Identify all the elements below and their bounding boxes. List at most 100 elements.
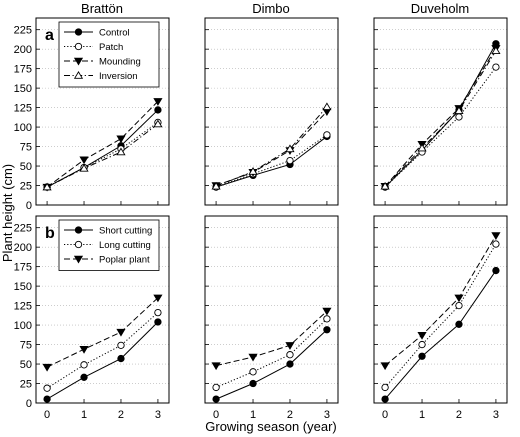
data-point-mounding [153, 98, 163, 106]
data-point-short-cutting [286, 360, 294, 368]
data-point-long-cutting [323, 315, 331, 323]
y-tick-label: 100 [14, 122, 32, 134]
data-point-inversion [211, 181, 221, 190]
x-tick-label: 1 [81, 409, 87, 421]
y-tick-label: 75 [20, 142, 32, 154]
series-line-poplar-plant [215, 310, 328, 367]
legend-marker [74, 240, 83, 249]
legend-marker [73, 57, 84, 66]
y-tick-label: 200 [14, 44, 32, 56]
x-tick-label: 2 [456, 409, 462, 421]
series-line-long-cutting [215, 318, 328, 388]
data-point-inversion [491, 46, 501, 54]
data-point-long-cutting [80, 361, 88, 369]
y-tick-label: 125 [14, 103, 32, 115]
x-tick-label: 3 [155, 409, 161, 421]
data-point-poplar-plant [79, 345, 89, 354]
x-tick-label: 3 [493, 409, 499, 421]
data-point-short-cutting [212, 395, 220, 403]
data-point-mounding [116, 135, 126, 144]
data-point-poplar-plant [454, 294, 464, 303]
data-point-inversion [380, 181, 390, 190]
series-line-patch [215, 134, 328, 188]
legend-marker [73, 255, 84, 264]
y-tick-label: 75 [20, 340, 32, 352]
data-point-patch [323, 131, 331, 139]
panel-b-duveholm: 0 1 2 3 [373, 215, 508, 421]
series-line-inversion [46, 123, 159, 188]
panel-b-dimbo: 0 1 2 3 [204, 215, 339, 421]
legend: Control Patch Mounding Inversion [58, 21, 160, 88]
y-tick-label: 0 [26, 398, 32, 410]
y-tick-label: 225 [14, 223, 32, 235]
legend-label: Mounding [99, 57, 141, 68]
series-line-control [384, 43, 497, 188]
legend-label: Short cutting [99, 226, 152, 237]
data-point-short-cutting [117, 354, 125, 363]
legend-label: Patch [99, 42, 123, 53]
data-point-patch [455, 113, 463, 121]
panel-a-duveholm [373, 17, 508, 206]
data-point-poplar-plant [211, 362, 221, 371]
y-tick-label: 175 [14, 64, 32, 76]
series-line-mounding [215, 111, 328, 186]
series-line-poplar-plant [46, 297, 159, 368]
y-tick-label: 125 [14, 301, 32, 313]
data-point-inversion [454, 106, 464, 114]
panel-b-brattn: 0 25 50 75 100 125 150 175 200 225 0 1 2 3 Short cutti… [14, 215, 170, 421]
data-point-inversion [116, 147, 126, 156]
y-tick-label: 50 [20, 359, 32, 371]
data-point-long-cutting [286, 351, 294, 359]
column-title-bratton: Brattön [81, 1, 123, 16]
data-point-short-cutting [323, 326, 331, 334]
y-tick-label: 100 [14, 320, 32, 332]
legend-marker [74, 28, 83, 36]
data-point-short-cutting [249, 379, 257, 388]
series-line-mounding [384, 48, 497, 187]
data-point-poplar-plant [491, 232, 501, 240]
legend-marker [73, 71, 84, 79]
series-line-short-cutting [384, 270, 497, 400]
data-point-short-cutting [418, 352, 426, 360]
series-line-short-cutting [215, 329, 328, 400]
y-tick-label: 200 [14, 242, 32, 254]
plot-frame [35, 215, 170, 404]
data-point-long-cutting [154, 308, 162, 317]
x-tick-label: 0 [44, 409, 50, 421]
x-tick-label: 3 [324, 409, 330, 421]
data-point-poplar-plant [285, 342, 295, 350]
data-point-long-cutting [381, 383, 389, 392]
data-point-poplar-plant [153, 294, 163, 303]
data-point-inversion [153, 119, 163, 128]
legend-label: Control [99, 28, 130, 39]
series-line-patch [46, 122, 159, 188]
plot-frame [204, 17, 339, 206]
series-line-inversion [215, 106, 328, 187]
data-point-poplar-plant [322, 307, 332, 316]
y-tick-label: 25 [20, 379, 32, 391]
x-axis-label: Growing season (year) [205, 419, 337, 434]
x-tick-label: 0 [213, 409, 219, 421]
legend-label: Long cutting [99, 240, 151, 251]
data-point-inversion [248, 167, 258, 175]
x-tick-label: 1 [419, 409, 425, 421]
legend-label: Inversion [99, 71, 138, 82]
series-line-long-cutting [46, 312, 159, 389]
plot-frame [373, 215, 508, 404]
data-point-poplar-plant [116, 328, 126, 337]
data-point-short-cutting [455, 320, 463, 328]
data-point-short-cutting [492, 266, 500, 275]
y-tick-label: 25 [20, 181, 32, 193]
x-tick-label: 0 [382, 409, 388, 421]
plot-frame [35, 17, 170, 206]
plot-frame [373, 17, 508, 206]
y-tick-label: 50 [20, 161, 32, 173]
data-point-inversion [322, 102, 332, 111]
panel-a-brattn: 0 25 50 75 100 125 150 175 200 225 Control Patch Mou… [14, 17, 170, 212]
data-point-patch [492, 63, 500, 71]
data-point-long-cutting [117, 341, 125, 349]
data-point-poplar-plant [42, 363, 52, 372]
data-point-poplar-plant [417, 331, 427, 340]
data-point-short-cutting [43, 395, 51, 403]
